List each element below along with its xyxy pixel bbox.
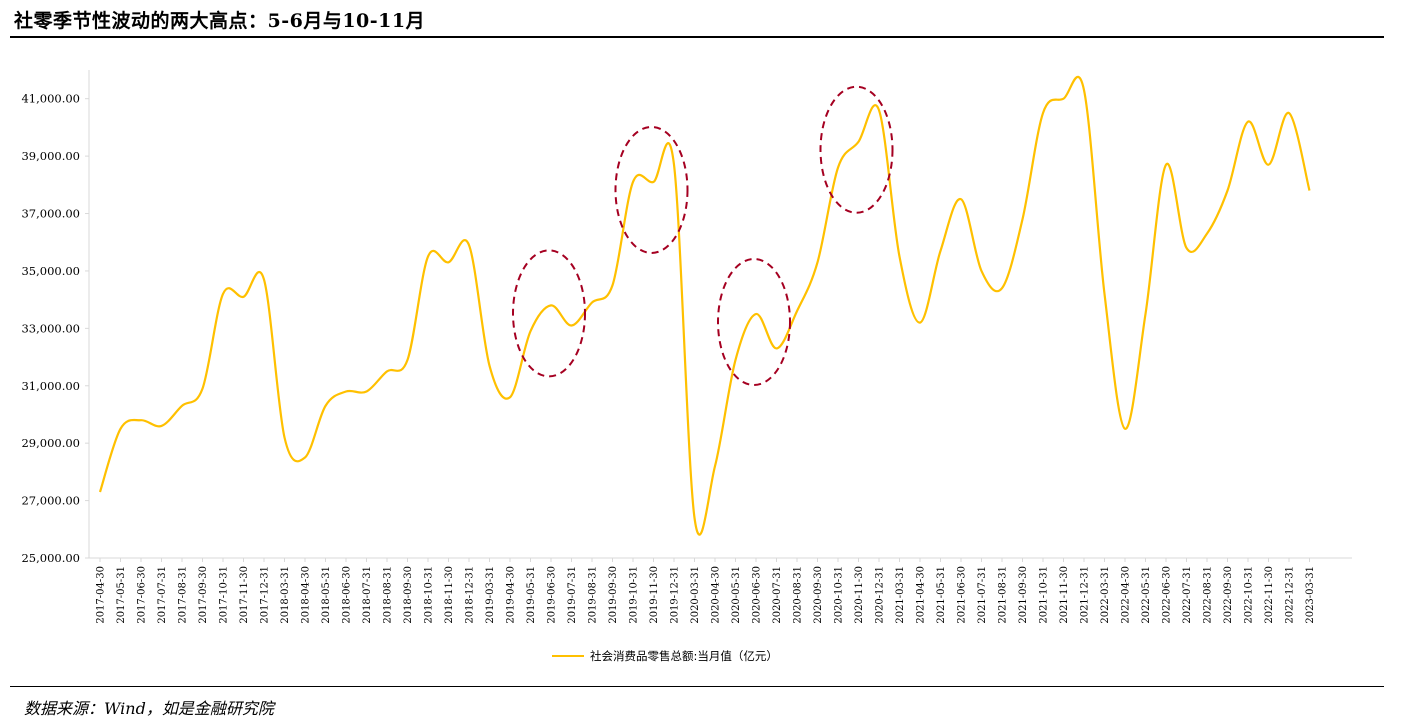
- x-tick-label: 2018-06-30: [342, 566, 353, 624]
- x-tick-label: 2021-12-31: [1080, 566, 1091, 624]
- legend-label: 社会消费品零售总额:当月值（亿元）: [590, 649, 778, 663]
- x-tick-label: 2019-07-31: [567, 566, 578, 624]
- x-tick-label: 2022-05-31: [1141, 566, 1152, 624]
- x-tick-label: 2022-11-30: [1264, 566, 1275, 624]
- x-tick-label: 2020-07-31: [772, 566, 783, 624]
- page-title: 社零季节性波动的两大高点：5-6月与10-11月: [14, 10, 426, 32]
- x-tick-label: 2017-05-31: [116, 566, 127, 624]
- x-tick-label: 2018-09-30: [403, 566, 414, 624]
- x-tick-label: 2020-05-31: [731, 566, 742, 624]
- x-tick-label: 2022-03-31: [1100, 566, 1111, 624]
- x-tick-label: 2018-05-31: [321, 566, 332, 624]
- x-tick-label: 2022-06-30: [1162, 566, 1173, 624]
- y-tick-label: 25,000.00: [21, 551, 80, 565]
- x-tick-label: 2017-09-30: [198, 566, 209, 624]
- x-tick-label: 2020-11-30: [854, 566, 865, 624]
- y-tick-label: 41,000.00: [21, 92, 80, 106]
- x-tick-label: 2021-11-30: [1059, 566, 1070, 624]
- x-tick-label: 2021-08-31: [998, 566, 1009, 624]
- x-tick-label: 2022-12-31: [1285, 566, 1296, 624]
- x-tick-label: 2017-07-31: [157, 566, 168, 624]
- highlight-ellipse: [717, 258, 791, 386]
- x-tick-label: 2020-04-30: [711, 566, 722, 624]
- x-tick-label: 2021-10-31: [1039, 566, 1050, 624]
- x-tick-label: 2018-12-31: [465, 566, 476, 624]
- highlight-ellipse: [512, 249, 586, 378]
- x-tick-label: 2022-09-30: [1223, 566, 1234, 624]
- y-tick-label: 33,000.00: [21, 321, 80, 335]
- x-tick-label: 2018-11-30: [444, 566, 455, 624]
- series-line: [98, 75, 1311, 536]
- x-tick-label: 2022-08-31: [1203, 566, 1214, 624]
- x-tick-label: 2017-10-31: [219, 566, 230, 624]
- x-tick-label: 2020-03-31: [690, 566, 701, 624]
- x-tick-label: 2017-06-30: [137, 566, 148, 624]
- y-tick-label: 31,000.00: [21, 379, 80, 393]
- x-tick-label: 2022-10-31: [1244, 566, 1255, 624]
- title-rule: [10, 36, 1384, 38]
- x-tick-label: 2019-11-30: [649, 566, 660, 624]
- x-tick-label: 2022-04-30: [1121, 566, 1132, 624]
- x-tick-label: 2020-08-31: [793, 566, 804, 624]
- x-tick-label: 2020-09-30: [813, 566, 824, 624]
- x-tick-label: 2021-04-30: [916, 566, 927, 624]
- x-tick-label: 2021-05-31: [936, 566, 947, 624]
- x-tick-label: 2019-03-31: [485, 566, 496, 624]
- x-tick-label: 2018-08-31: [383, 566, 394, 624]
- legend: 社会消费品零售总额:当月值（亿元）: [552, 647, 778, 665]
- x-tick-label: 2019-10-31: [629, 566, 640, 624]
- x-tick-label: 2017-12-31: [260, 566, 271, 624]
- x-tick-label: 2021-03-31: [895, 566, 906, 624]
- x-tick-label: 2019-08-31: [588, 566, 599, 624]
- x-tick-label: 2022-07-31: [1182, 566, 1193, 624]
- x-tick-label: 2018-10-31: [424, 566, 435, 624]
- footer-rule: [10, 686, 1384, 687]
- x-tick-label: 2019-04-30: [506, 566, 517, 624]
- legend-line-swatch: [552, 655, 584, 657]
- y-tick-label: 27,000.00: [21, 494, 80, 508]
- y-tick-label: 29,000.00: [21, 436, 80, 450]
- x-tick-label: 2023-03-31: [1305, 566, 1316, 624]
- x-tick-label: 2019-06-30: [547, 566, 558, 624]
- y-tick-label: 37,000.00: [21, 207, 80, 221]
- highlight-ellipse: [819, 85, 894, 214]
- y-tick-label: 35,000.00: [21, 264, 80, 278]
- x-tick-label: 2019-12-31: [670, 566, 681, 624]
- x-tick-label: 2017-11-30: [239, 566, 250, 624]
- x-tick-label: 2017-08-31: [178, 566, 189, 624]
- x-tick-label: 2021-09-30: [1018, 566, 1029, 624]
- source-note: 数据来源：Wind，如是金融研究院: [24, 699, 274, 718]
- x-tick-label: 2019-05-31: [526, 566, 537, 624]
- x-tick-label: 2021-07-31: [977, 566, 988, 624]
- x-tick-label: 2017-04-30: [96, 566, 107, 624]
- x-tick-label: 2020-06-30: [752, 566, 763, 624]
- x-tick-label: 2019-09-30: [608, 566, 619, 624]
- x-tick-label: 2021-06-30: [957, 566, 968, 624]
- x-tick-label: 2018-03-31: [280, 566, 291, 624]
- highlight-ellipse: [614, 125, 689, 254]
- y-tick-label: 39,000.00: [21, 149, 80, 163]
- x-tick-label: 2020-12-31: [875, 566, 886, 624]
- x-tick-label: 2018-04-30: [301, 566, 312, 624]
- x-tick-label: 2018-07-31: [362, 566, 373, 624]
- x-tick-label: 2020-10-31: [834, 566, 845, 624]
